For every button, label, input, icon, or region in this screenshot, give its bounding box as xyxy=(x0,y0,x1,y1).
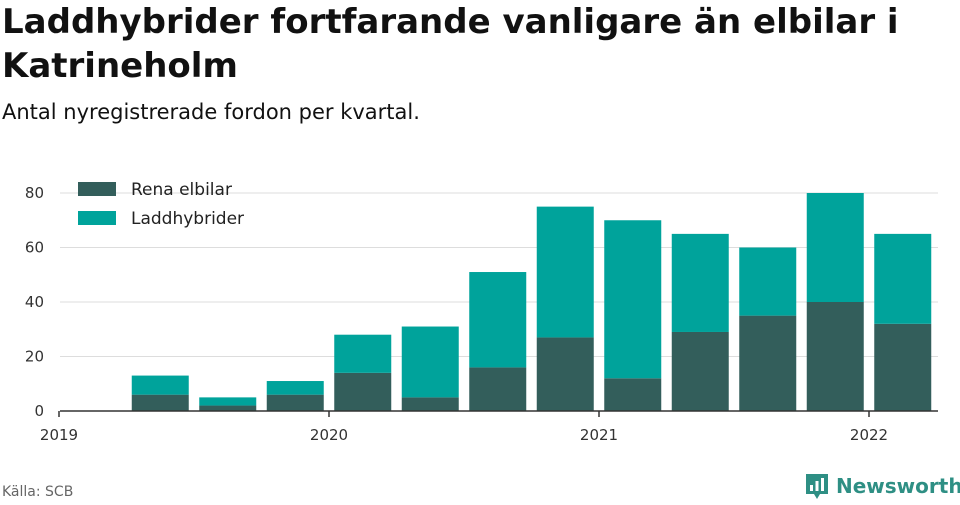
bar-laddhybrider xyxy=(334,334,392,373)
bar-laddhybrider xyxy=(131,375,189,395)
bar-laddhybrider xyxy=(536,206,594,338)
bar-laddhybrider xyxy=(469,272,527,368)
bar-laddhybrider xyxy=(671,233,729,332)
bar-laddhybrider xyxy=(401,326,459,398)
bar-laddhybrider xyxy=(199,397,257,406)
newsworthy-logo-icon xyxy=(806,474,828,499)
stacked-bar-chart: 0 20 40 60 80 2019 2020 2021 2022 Rena elbilar Lad… xyxy=(25,180,938,444)
bar-elbilar xyxy=(334,372,392,411)
brand-name: Newsworthy xyxy=(836,474,960,498)
bar-laddhybrider xyxy=(604,220,662,379)
legend-label: Rena elbilar xyxy=(131,180,232,200)
bar-elbilar xyxy=(469,367,527,411)
bar-elbilar xyxy=(671,331,729,411)
bar-elbilar xyxy=(874,323,932,411)
bar-laddhybrider xyxy=(874,233,932,324)
bar-elbilar xyxy=(401,397,459,411)
legend-swatch xyxy=(78,182,116,196)
legend-swatch xyxy=(78,211,116,225)
legend-label: Laddhybrider xyxy=(131,209,244,229)
chart-title: Laddhybrider fortfarande vanligare än el… xyxy=(2,2,899,86)
y-tick-label: 20 xyxy=(25,348,44,366)
source-note: Källa: SCB xyxy=(2,484,74,500)
bar-elbilar xyxy=(266,394,324,411)
chart-subtitle: Antal nyregistrerade fordon per kvartal. xyxy=(2,100,420,124)
bar-elbilar xyxy=(806,302,864,411)
x-tick-label: 2021 xyxy=(580,426,618,444)
y-tick-label: 40 xyxy=(25,293,44,311)
bar-elbilar xyxy=(536,337,594,411)
newsworthy-brand: Newsworthy xyxy=(804,472,960,500)
x-tick-label: 2022 xyxy=(850,426,888,444)
bar-elbilar xyxy=(199,405,257,411)
x-tick-label: 2019 xyxy=(40,426,78,444)
bar-elbilar xyxy=(604,378,662,411)
y-tick-label: 80 xyxy=(25,184,44,202)
x-tick-label: 2020 xyxy=(310,426,348,444)
bar-elbilar xyxy=(131,394,189,411)
bar-laddhybrider xyxy=(739,247,797,316)
bar-elbilar xyxy=(739,315,797,411)
bar-laddhybrider xyxy=(806,193,864,302)
y-tick-label: 60 xyxy=(25,239,44,257)
y-tick-label: 0 xyxy=(34,402,44,420)
bar-laddhybrider xyxy=(266,381,324,395)
